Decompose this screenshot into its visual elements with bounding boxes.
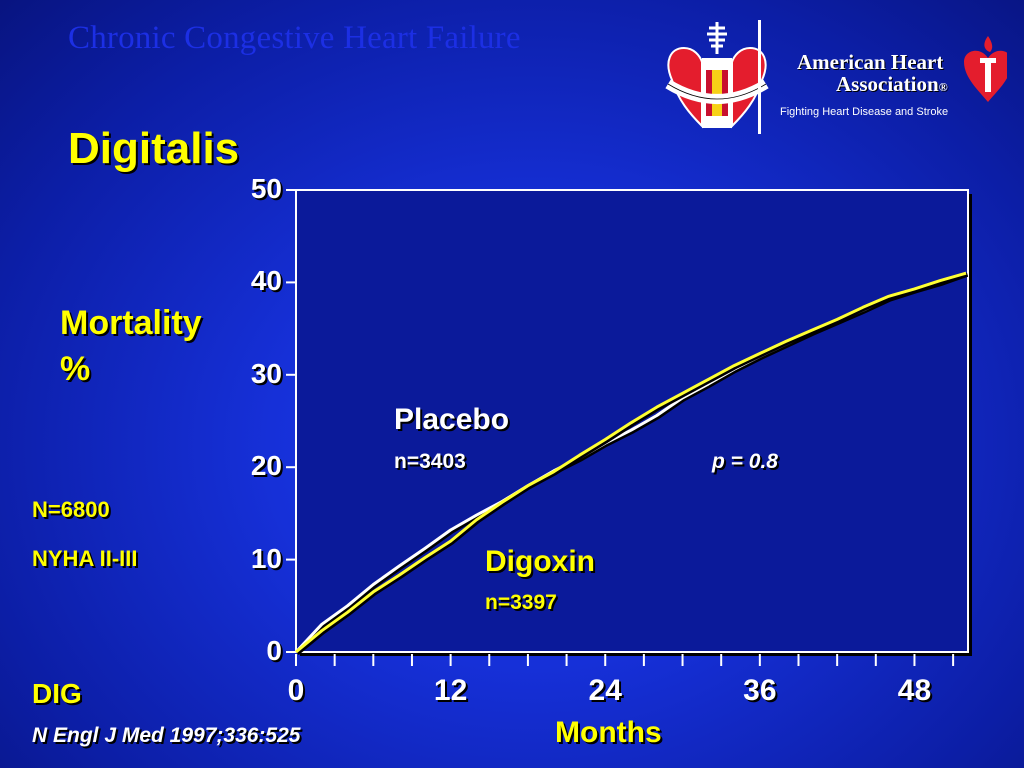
y-tick-label: 40 xyxy=(250,265,282,297)
y-tick-label: 50 xyxy=(250,173,282,204)
x-tick-label: 0 xyxy=(287,674,305,707)
y-tick-label: 0 xyxy=(266,635,282,666)
placebo-line-shadow xyxy=(296,272,969,655)
header-title: Chronic Congestive Heart Failure xyxy=(68,20,521,56)
y-axis-label: Mortality % xyxy=(60,300,202,392)
aha-tagline: Fighting Heart Disease and Stroke xyxy=(780,106,949,118)
x-tick-label: 24 xyxy=(588,674,622,707)
aha-name-line2: Association® xyxy=(836,72,948,97)
logo-divider xyxy=(758,20,761,134)
series-label-placebo: Placebo xyxy=(394,403,510,436)
citation: N Engl J Med 1997;336:525 xyxy=(32,724,301,747)
logo-group xyxy=(665,20,1007,134)
p-value-annotation: p = 0.8 xyxy=(712,450,778,473)
x-tick-label: 12 xyxy=(433,674,468,707)
digoxin-line xyxy=(295,271,967,654)
y-tick-label: 20 xyxy=(250,450,282,482)
digoxin-n-label: n=3397 xyxy=(485,591,557,614)
series-label-digoxin: Digoxin xyxy=(485,545,595,578)
x-axis-label: Months xyxy=(555,716,662,749)
nyha-class-label: NYHA II-III xyxy=(32,546,138,571)
trial-name: DIG xyxy=(32,678,82,709)
x-tick-label: 48 xyxy=(897,674,932,707)
y-tick-label: 10 xyxy=(250,542,282,574)
digoxin-line-shadow xyxy=(296,272,969,656)
y-tick-label: 30 xyxy=(250,357,282,389)
y-axis-label-line1: Mortality xyxy=(60,304,202,342)
aha-name-line2-text: Association xyxy=(836,72,939,96)
aha-heart-torch-icon xyxy=(964,36,1007,102)
placebo-n-label: n=3403 xyxy=(394,450,466,473)
cardiology-society-logo xyxy=(665,22,769,129)
total-n-label: N=6800 xyxy=(32,497,110,522)
y-axis-label-line2: % xyxy=(60,350,91,388)
aha-name-line1: American Heart xyxy=(797,50,944,74)
aha-registered-mark: ® xyxy=(938,80,948,94)
x-tick-label: 36 xyxy=(743,674,777,707)
slide-title: Digitalis xyxy=(68,124,240,173)
